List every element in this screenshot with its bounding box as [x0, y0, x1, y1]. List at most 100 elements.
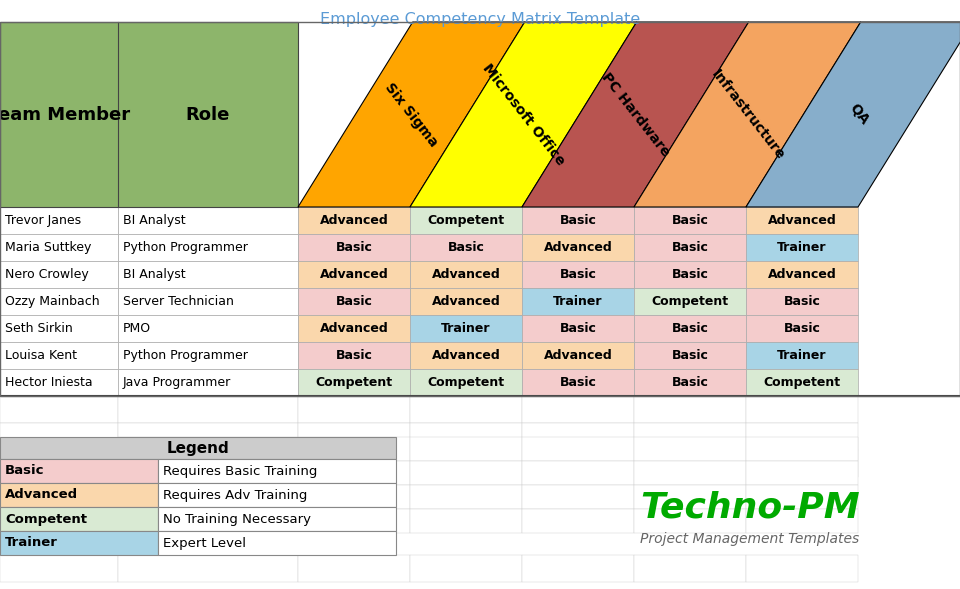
- Text: Infrastructure: Infrastructure: [708, 67, 787, 162]
- Text: Nero Crowley: Nero Crowley: [5, 268, 88, 281]
- Bar: [522, 437, 634, 461]
- Bar: [410, 342, 522, 369]
- Bar: [298, 207, 410, 234]
- Bar: [410, 207, 522, 234]
- Bar: [522, 461, 634, 485]
- Bar: [118, 555, 298, 582]
- Bar: [522, 423, 634, 450]
- Bar: [0, 507, 158, 531]
- Text: Basic: Basic: [336, 241, 372, 254]
- Bar: [746, 207, 858, 234]
- Text: Competent: Competent: [316, 376, 393, 389]
- Bar: [298, 234, 410, 261]
- Bar: [746, 288, 858, 315]
- Bar: [298, 288, 410, 315]
- Text: Trainer: Trainer: [5, 537, 58, 550]
- Bar: [410, 234, 522, 261]
- Text: Python Programmer: Python Programmer: [123, 349, 248, 362]
- Bar: [0, 423, 118, 450]
- Bar: [634, 555, 746, 582]
- Text: Basic: Basic: [672, 214, 708, 227]
- Text: Competent: Competent: [427, 376, 505, 389]
- Text: Competent: Competent: [652, 295, 729, 308]
- Bar: [298, 509, 410, 533]
- Bar: [410, 485, 522, 509]
- Text: QA: QA: [847, 101, 872, 128]
- Bar: [0, 261, 118, 288]
- Bar: [410, 423, 522, 450]
- Bar: [634, 461, 746, 485]
- Text: Project Management Templates: Project Management Templates: [640, 532, 859, 546]
- Bar: [0, 531, 158, 555]
- Bar: [746, 485, 858, 509]
- Bar: [746, 450, 858, 477]
- Bar: [522, 396, 634, 423]
- Bar: [298, 369, 410, 396]
- Bar: [634, 509, 746, 533]
- Bar: [0, 207, 118, 234]
- Text: Basic: Basic: [560, 268, 596, 281]
- Bar: [298, 437, 410, 461]
- Text: Basic: Basic: [336, 295, 372, 308]
- Text: Techno-PM: Techno-PM: [640, 490, 860, 524]
- Text: Seth Sirkin: Seth Sirkin: [5, 322, 73, 335]
- Bar: [410, 396, 522, 423]
- Bar: [158, 507, 396, 531]
- Bar: [298, 315, 410, 342]
- Text: Server Technician: Server Technician: [123, 295, 234, 308]
- Text: Advanced: Advanced: [320, 322, 389, 335]
- Bar: [522, 288, 634, 315]
- Bar: [522, 234, 634, 261]
- Text: BI Analyst: BI Analyst: [123, 214, 185, 227]
- Text: Advanced: Advanced: [320, 214, 389, 227]
- Bar: [634, 288, 746, 315]
- Bar: [298, 423, 410, 450]
- Bar: [634, 485, 746, 509]
- Bar: [298, 450, 410, 477]
- Text: Trainer: Trainer: [778, 241, 827, 254]
- Bar: [158, 459, 396, 483]
- Bar: [410, 437, 522, 461]
- Bar: [522, 342, 634, 369]
- Text: Advanced: Advanced: [5, 488, 78, 501]
- Text: Role: Role: [186, 105, 230, 124]
- Bar: [522, 207, 634, 234]
- Bar: [118, 261, 298, 288]
- Text: Trevor Janes: Trevor Janes: [5, 214, 82, 227]
- Bar: [746, 261, 858, 288]
- Bar: [746, 369, 858, 396]
- Bar: [0, 22, 298, 207]
- Bar: [298, 342, 410, 369]
- Bar: [746, 437, 858, 461]
- Bar: [634, 207, 746, 234]
- Bar: [158, 531, 396, 555]
- Bar: [634, 396, 746, 423]
- Bar: [522, 369, 634, 396]
- Bar: [746, 555, 858, 582]
- Text: Hector Iniesta: Hector Iniesta: [5, 376, 92, 389]
- Bar: [410, 450, 522, 477]
- Bar: [158, 483, 396, 507]
- Polygon shape: [410, 22, 636, 207]
- Bar: [522, 450, 634, 477]
- Bar: [410, 288, 522, 315]
- Text: Competent: Competent: [763, 376, 841, 389]
- Bar: [118, 369, 298, 396]
- Bar: [118, 423, 298, 450]
- Bar: [0, 315, 118, 342]
- Text: Team Member: Team Member: [0, 105, 130, 124]
- Text: Basic: Basic: [672, 349, 708, 362]
- Text: Basic: Basic: [672, 241, 708, 254]
- Bar: [746, 234, 858, 261]
- Text: Maria Suttkey: Maria Suttkey: [5, 241, 91, 254]
- Text: Advanced: Advanced: [768, 214, 836, 227]
- Bar: [298, 485, 410, 509]
- Text: Advanced: Advanced: [432, 268, 500, 281]
- Bar: [298, 261, 410, 288]
- Text: Advanced: Advanced: [543, 349, 612, 362]
- Bar: [298, 396, 410, 423]
- Text: Microsoft Office: Microsoft Office: [479, 61, 567, 168]
- Text: Expert Level: Expert Level: [163, 537, 246, 550]
- Bar: [0, 288, 118, 315]
- Text: Basic: Basic: [560, 214, 596, 227]
